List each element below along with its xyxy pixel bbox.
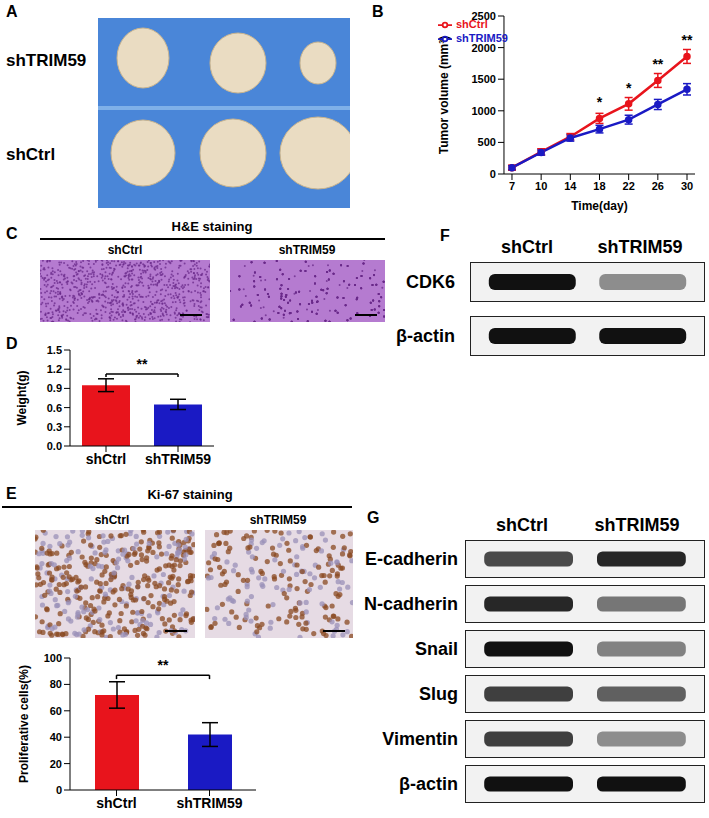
svg-text:shTRIM59: shTRIM59 xyxy=(176,795,242,811)
svg-text:Tumor volume (mm³): Tumor volume (mm³) xyxy=(437,36,451,154)
html-text:E: E xyxy=(6,485,17,502)
svg-text:100: 100 xyxy=(44,652,62,664)
html-text:shTRIM59: shTRIM59 xyxy=(6,51,87,70)
html-text:shCtrl: shCtrl xyxy=(496,515,548,535)
html-text:shTRIM59: shTRIM59 xyxy=(597,237,683,257)
svg-text:14: 14 xyxy=(564,180,577,192)
html-text:A: A xyxy=(6,3,18,20)
svg-text:80: 80 xyxy=(50,678,62,690)
html-text:shTRIM59: shTRIM59 xyxy=(278,243,336,257)
svg-text:7: 7 xyxy=(509,180,515,192)
html-text:shTRIM59: shTRIM59 xyxy=(249,513,307,527)
html-text:shTRIM59: shTRIM59 xyxy=(456,32,508,45)
svg-text:500: 500 xyxy=(478,136,496,148)
svg-text:30: 30 xyxy=(681,180,693,192)
svg-text:2500: 2500 xyxy=(471,10,495,22)
svg-text:shCtrl: shCtrl xyxy=(86,451,126,467)
html-text:shCtrl: shCtrl xyxy=(501,237,553,257)
svg-text:1500: 1500 xyxy=(471,73,495,85)
svg-text:1.5: 1.5 xyxy=(47,344,62,356)
svg-text:**: ** xyxy=(137,356,148,372)
svg-text:shTRIM59: shTRIM59 xyxy=(145,451,211,467)
svg-text:20: 20 xyxy=(50,758,62,770)
svg-text:26: 26 xyxy=(652,180,664,192)
html-text:shCtrl: shCtrl xyxy=(94,513,130,527)
svg-text:18: 18 xyxy=(593,180,605,192)
html-text:B: B xyxy=(372,3,384,20)
svg-text:1000: 1000 xyxy=(471,105,495,117)
svg-text:0.9: 0.9 xyxy=(47,382,62,394)
html-text:β-actin: β-actin xyxy=(399,774,458,794)
svg-text:22: 22 xyxy=(623,180,635,192)
svg-text:60: 60 xyxy=(50,705,62,717)
svg-text:1.2: 1.2 xyxy=(47,363,62,375)
html-text:D: D xyxy=(6,335,18,352)
html-text:β-actin: β-actin xyxy=(396,326,455,346)
svg-text:0: 0 xyxy=(490,168,496,180)
html-text:shCtrl: shCtrl xyxy=(6,145,56,164)
html-text:Ki-67 staining: Ki-67 staining xyxy=(147,487,233,502)
html-text:E-cadherin: E-cadherin xyxy=(365,549,458,569)
html-text:G: G xyxy=(367,509,380,526)
html-text:C: C xyxy=(6,225,18,242)
svg-text:0.6: 0.6 xyxy=(47,402,62,414)
html-text:N-cadherin: N-cadherin xyxy=(364,594,458,614)
svg-text:0.0: 0.0 xyxy=(47,440,62,452)
svg-text:0.3: 0.3 xyxy=(47,421,62,433)
svg-text:*: * xyxy=(597,94,603,110)
svg-text:*: * xyxy=(626,80,632,96)
svg-text:**: ** xyxy=(652,56,663,72)
svg-text:10: 10 xyxy=(535,180,547,192)
html-text:Slug: Slug xyxy=(419,684,458,704)
html-text:H&E staining: H&E staining xyxy=(171,219,253,234)
html-text:CDK6: CDK6 xyxy=(406,272,455,292)
svg-text:Proliferative cells(%): Proliferative cells(%) xyxy=(17,665,31,783)
html-text:F: F xyxy=(440,227,450,244)
svg-text:Time(day): Time(day) xyxy=(571,199,627,213)
svg-text:2000: 2000 xyxy=(471,42,495,54)
html-text:shTRIM59: shTRIM59 xyxy=(594,515,680,535)
svg-text:Weight(g): Weight(g) xyxy=(15,370,29,425)
svg-text:**: ** xyxy=(682,32,693,48)
svg-text:40: 40 xyxy=(50,731,62,743)
html-text:shCtrl: shCtrl xyxy=(456,18,488,30)
svg-text:**: ** xyxy=(158,657,169,673)
html-text:Vimentin: Vimentin xyxy=(382,729,458,749)
html-text:Snail: Snail xyxy=(415,639,458,659)
html-text:shCtrl: shCtrl xyxy=(107,243,143,257)
svg-text:shCtrl: shCtrl xyxy=(96,795,136,811)
svg-text:0: 0 xyxy=(56,784,62,796)
